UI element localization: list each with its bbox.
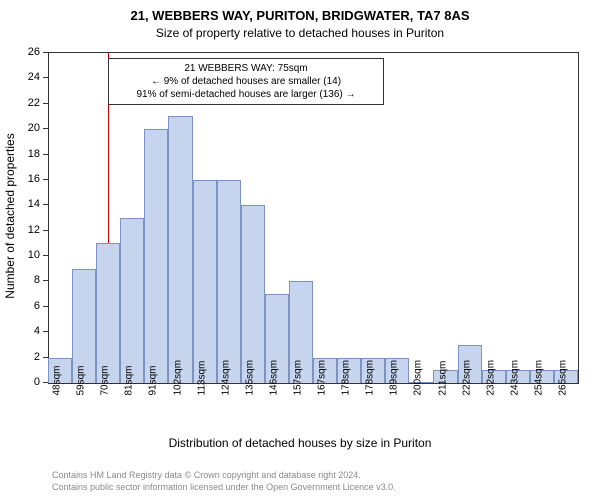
annotation-line: 21 WEBBERS WAY: 75sqm xyxy=(115,62,377,75)
ytick-label: 2 xyxy=(20,351,40,363)
histogram-bar xyxy=(168,116,192,383)
histogram-bar xyxy=(96,243,120,383)
annotation-box: 21 WEBBERS WAY: 75sqm← 9% of detached ho… xyxy=(108,58,384,105)
ytick-mark xyxy=(43,103,48,104)
ytick-mark xyxy=(43,382,48,383)
y-axis-line xyxy=(48,53,49,383)
histogram-bar xyxy=(120,218,144,383)
ytick-mark xyxy=(43,128,48,129)
ytick-mark xyxy=(43,230,48,231)
ytick-mark xyxy=(43,179,48,180)
ytick-label: 24 xyxy=(20,71,40,83)
ytick-label: 8 xyxy=(20,274,40,286)
ytick-label: 22 xyxy=(20,97,40,109)
chart-container: 21, WEBBERS WAY, PURITON, BRIDGWATER, TA… xyxy=(0,0,600,500)
ytick-label: 4 xyxy=(20,325,40,337)
ytick-mark xyxy=(43,77,48,78)
ytick-label: 0 xyxy=(20,376,40,388)
y-axis-label: Number of detached properties xyxy=(3,126,17,306)
ytick-mark xyxy=(43,154,48,155)
ytick-mark xyxy=(43,331,48,332)
ytick-label: 6 xyxy=(20,300,40,312)
x-axis-label: Distribution of detached houses by size … xyxy=(0,436,600,450)
chart-title-line2: Size of property relative to detached ho… xyxy=(0,26,600,40)
ytick-label: 18 xyxy=(20,148,40,160)
ytick-label: 16 xyxy=(20,173,40,185)
histogram-bar xyxy=(193,180,217,383)
ytick-label: 26 xyxy=(20,46,40,58)
annotation-line: ← 9% of detached houses are smaller (14) xyxy=(115,75,377,88)
attribution-line: Contains public sector information licen… xyxy=(52,482,396,494)
ytick-mark xyxy=(43,280,48,281)
ytick-mark xyxy=(43,52,48,53)
ytick-mark xyxy=(43,204,48,205)
ytick-mark xyxy=(43,357,48,358)
ytick-label: 10 xyxy=(20,249,40,261)
ytick-label: 14 xyxy=(20,198,40,210)
ytick-mark xyxy=(43,306,48,307)
ytick-mark xyxy=(43,255,48,256)
attribution-text: Contains HM Land Registry data © Crown c… xyxy=(52,470,396,493)
histogram-bar xyxy=(144,129,168,383)
chart-title-line1: 21, WEBBERS WAY, PURITON, BRIDGWATER, TA… xyxy=(0,8,600,23)
annotation-line: 91% of semi-detached houses are larger (… xyxy=(115,88,377,101)
histogram-bar xyxy=(217,180,241,383)
histogram-bar xyxy=(241,205,265,383)
ytick-label: 12 xyxy=(20,224,40,236)
attribution-line: Contains HM Land Registry data © Crown c… xyxy=(52,470,396,482)
ytick-label: 20 xyxy=(20,122,40,134)
